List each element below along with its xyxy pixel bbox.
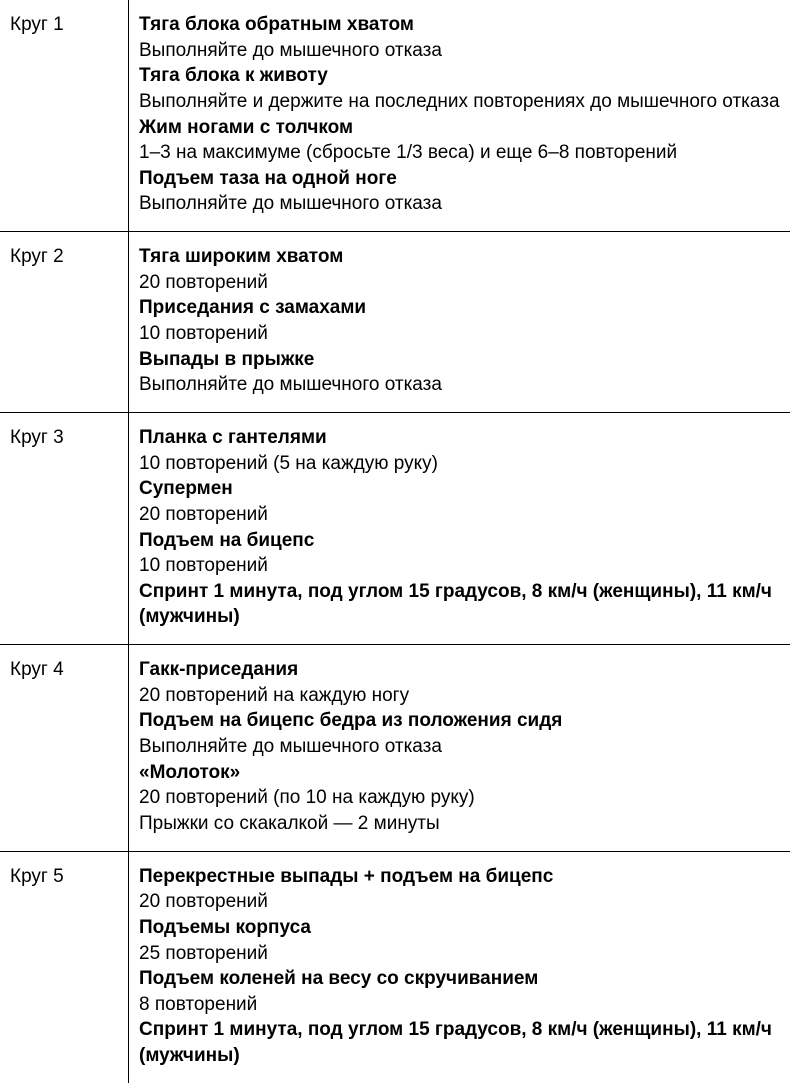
table-row: Круг 2 Тяга широким хватом20 повторенийПр… <box>0 232 790 413</box>
round-label-cell: Круг 5 <box>0 851 129 1083</box>
exercise-title: Выпады в прыжке <box>139 347 780 373</box>
exercise-title: Супермен <box>139 476 780 502</box>
exercise-desc: Выполняйте до мышечного отказа <box>139 734 780 760</box>
table-row: Круг 1Тяга блока обратным хватомВыполняй… <box>0 0 790 232</box>
round-content-cell: Планка с гантелями10 повторений (5 на ка… <box>129 412 790 644</box>
exercise-desc: Выполняйте до мышечного отказа <box>139 372 780 398</box>
exercise-title: Гакк-приседания <box>139 657 780 683</box>
table-row: Круг 3 Планка с гантелями10 повторений (5… <box>0 412 790 644</box>
exercise-desc: 20 повторений <box>139 270 780 296</box>
workout-table-body: Круг 1Тяга блока обратным хватомВыполняй… <box>0 0 790 1083</box>
round-label: Круг 5 <box>10 866 64 887</box>
round-label-cell: Круг 3 <box>0 412 129 644</box>
round-content-cell: Тяга широким хватом20 повторенийПриседан… <box>129 232 790 413</box>
exercise-title: Подъем коленей на весу со скручиванием <box>139 966 780 992</box>
table-row: Круг 4 Гакк-приседания20 повторений на ка… <box>0 645 790 851</box>
round-label-cell: Круг 4 <box>0 645 129 851</box>
workout-page: Круг 1Тяга блока обратным хватомВыполняй… <box>0 0 790 1083</box>
exercise-title: Тяга широким хватом <box>139 244 780 270</box>
exercise-desc: 20 повторений <box>139 889 780 915</box>
exercise-title: Спринт 1 минута, под углом 15 градусов, … <box>139 1017 780 1068</box>
exercise-desc: Выполняйте до мышечного отказа <box>139 191 780 217</box>
exercise-title: Тяга блока к животу <box>139 63 780 89</box>
exercise-desc: 20 повторений <box>139 502 780 528</box>
round-label: Круг 4 <box>10 659 64 680</box>
exercise-title: Подъемы корпуса <box>139 915 780 941</box>
exercise-title: Подъем на бицепс бедра из положения сидя <box>139 708 780 734</box>
workout-table: Круг 1Тяга блока обратным хватомВыполняй… <box>0 0 790 1083</box>
round-content-cell: Перекрестные выпады + подъем на бицепс20… <box>129 851 790 1083</box>
round-label: Круг 3 <box>10 427 64 448</box>
exercise-desc: 20 повторений (по 10 на каждую руку) <box>139 785 780 811</box>
exercise-title: Тяга блока обратным хватом <box>139 12 780 38</box>
round-label-cell: Круг 1 <box>0 0 129 232</box>
exercise-title: Планка с гантелями <box>139 425 780 451</box>
exercise-desc: 25 повторений <box>139 941 780 967</box>
exercise-desc: 10 повторений (5 на каждую руку) <box>139 451 780 477</box>
exercise-title: Приседания с замахами <box>139 295 780 321</box>
exercise-desc: 10 повторений <box>139 553 780 579</box>
round-content-cell: Тяга блока обратным хватомВыполняйте до … <box>129 0 790 232</box>
exercise-title: Спринт 1 минута, под углом 15 градусов, … <box>139 579 780 630</box>
exercise-desc: Прыжки со скакалкой — 2 минуты <box>139 811 780 837</box>
exercise-desc: 10 повторений <box>139 321 780 347</box>
round-label: Круг 2 <box>10 246 64 267</box>
exercise-desc: Выполняйте и держите на последних повтор… <box>139 89 780 115</box>
exercise-title: Жим ногами с толчком <box>139 115 780 141</box>
exercise-desc: 8 повторений <box>139 992 780 1018</box>
exercise-desc: 1–3 на максимуме (сбросьте 1/3 веса) и е… <box>139 140 780 166</box>
round-content-cell: Гакк-приседания20 повторений на каждую н… <box>129 645 790 851</box>
exercise-title: «Молоток» <box>139 760 780 786</box>
exercise-title: Перекрестные выпады + подъем на бицепс <box>139 864 780 890</box>
exercise-title: Подъем на бицепс <box>139 528 780 554</box>
exercise-desc: Выполняйте до мышечного отказа <box>139 38 780 64</box>
table-row: Круг 5 Перекрестные выпады + подъем на би… <box>0 851 790 1083</box>
exercise-desc: 20 повторений на каждую ногу <box>139 683 780 709</box>
round-label-cell: Круг 2 <box>0 232 129 413</box>
round-label: Круг 1 <box>10 14 64 35</box>
exercise-title: Подъем таза на одной ноге <box>139 166 780 192</box>
